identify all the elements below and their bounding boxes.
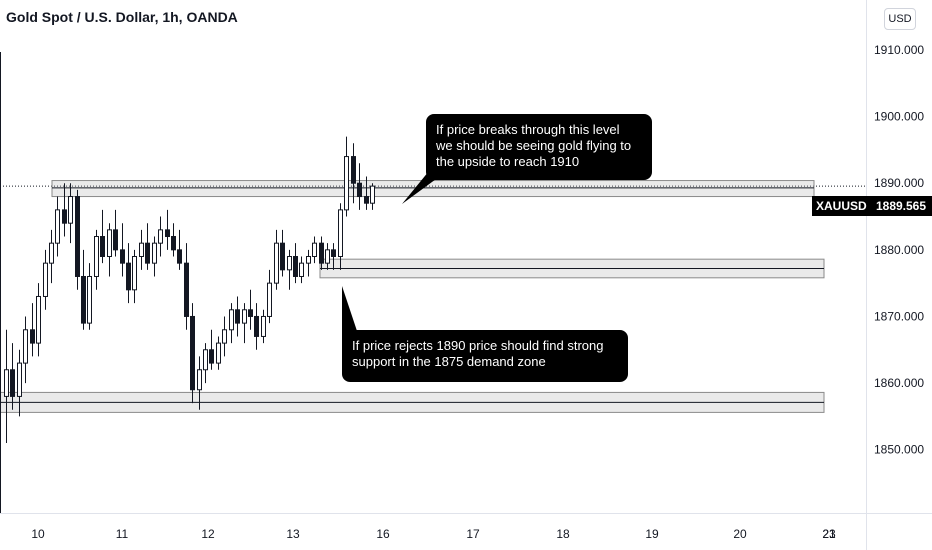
candle-down <box>319 242 324 264</box>
candle-down <box>113 229 118 251</box>
candle-up <box>306 256 311 264</box>
x-tick-label: 11 <box>116 527 129 541</box>
candle-up <box>152 242 157 264</box>
candle-up <box>197 369 202 391</box>
candle-down <box>10 369 15 397</box>
last-price-label: 1889.565 <box>870 196 932 216</box>
callout-reject: If price rejects 1890 price should find … <box>342 330 628 382</box>
candle-down <box>100 236 105 257</box>
x-tick-label: 13 <box>286 527 300 541</box>
candle-down <box>165 229 170 238</box>
x-tick-label: 17 <box>466 527 480 541</box>
candle-layer <box>4 136 375 444</box>
candle-up <box>36 295 41 344</box>
candle-up <box>94 236 99 277</box>
candle-down <box>235 309 240 324</box>
candle-up <box>139 242 144 257</box>
candle-up <box>87 275 92 324</box>
x-tick-label: 16 <box>376 527 390 541</box>
y-tick-label: 1870.000 <box>874 309 924 323</box>
candle-down <box>293 256 298 277</box>
candle-down <box>184 262 189 317</box>
candle-up <box>216 342 221 364</box>
candle-up <box>287 256 292 271</box>
x-tick-label: 23 <box>822 527 836 541</box>
x-tick-label: 12 <box>201 527 215 541</box>
candle-up <box>325 249 330 264</box>
callout-reject-pointer <box>342 286 360 340</box>
candle-down <box>351 156 356 184</box>
candle-down <box>75 196 80 277</box>
currency-button[interactable]: USD <box>884 8 916 30</box>
y-tick-label: 1860.000 <box>874 376 924 390</box>
y-tick-label: 1900.000 <box>874 110 924 124</box>
zone-layer <box>0 180 825 413</box>
candle-up <box>43 262 48 297</box>
x-tick-label: 19 <box>645 527 659 541</box>
x-tick-label: 21 <box>822 527 836 541</box>
candle-up <box>4 369 9 397</box>
y-tick-label: 1910.000 <box>874 43 924 57</box>
candle-down <box>248 309 253 317</box>
candle-down <box>357 182 362 198</box>
candle-up <box>68 196 73 224</box>
zone-box[interactable] <box>51 180 815 198</box>
y-tick-label: 1850.000 <box>874 443 924 457</box>
y-tick-label: 1880.000 <box>874 243 924 257</box>
candle-up <box>222 329 227 344</box>
y-tick-label: 1890.000 <box>874 176 924 190</box>
candle-up <box>132 256 137 291</box>
candle-down <box>177 249 182 264</box>
candle-up <box>274 242 279 284</box>
chart-title: Gold Spot / U.S. Dollar, 1h, OANDA <box>6 9 238 25</box>
candle-down <box>280 242 285 271</box>
candle-up <box>261 315 266 337</box>
candle-down <box>126 262 131 291</box>
symbol-price-label: XAUUSD <box>812 196 871 216</box>
x-tick-label: 18 <box>556 527 570 541</box>
candle-down <box>171 236 176 251</box>
candle-down <box>62 209 67 224</box>
x-tick-label: 10 <box>31 527 45 541</box>
candle-up <box>312 242 317 257</box>
candle-up <box>49 242 54 264</box>
candle-up <box>267 282 272 317</box>
candle-up <box>229 309 234 331</box>
candle-down <box>364 196 369 204</box>
candle-up <box>242 309 247 324</box>
candle-up <box>203 349 208 371</box>
candle-down <box>81 275 86 324</box>
candle-up <box>299 262 304 277</box>
candle-up <box>17 362 22 397</box>
candle-up <box>23 329 28 364</box>
candle-down <box>254 315 259 337</box>
candle-down <box>30 329 35 344</box>
candle-up <box>338 209 343 257</box>
candle-down <box>331 249 336 257</box>
candle-up <box>158 229 163 244</box>
x-tick-label: 20 <box>733 527 747 541</box>
candle-up <box>370 185 375 204</box>
candle-down <box>209 349 214 364</box>
candle-up <box>107 229 112 257</box>
candle-up <box>55 209 60 244</box>
candle-down <box>145 242 150 264</box>
callout-breakout: If price breaks through this level we sh… <box>426 114 652 180</box>
candle-down <box>120 249 125 264</box>
candle-down <box>190 315 195 391</box>
candle-up <box>344 156 349 211</box>
